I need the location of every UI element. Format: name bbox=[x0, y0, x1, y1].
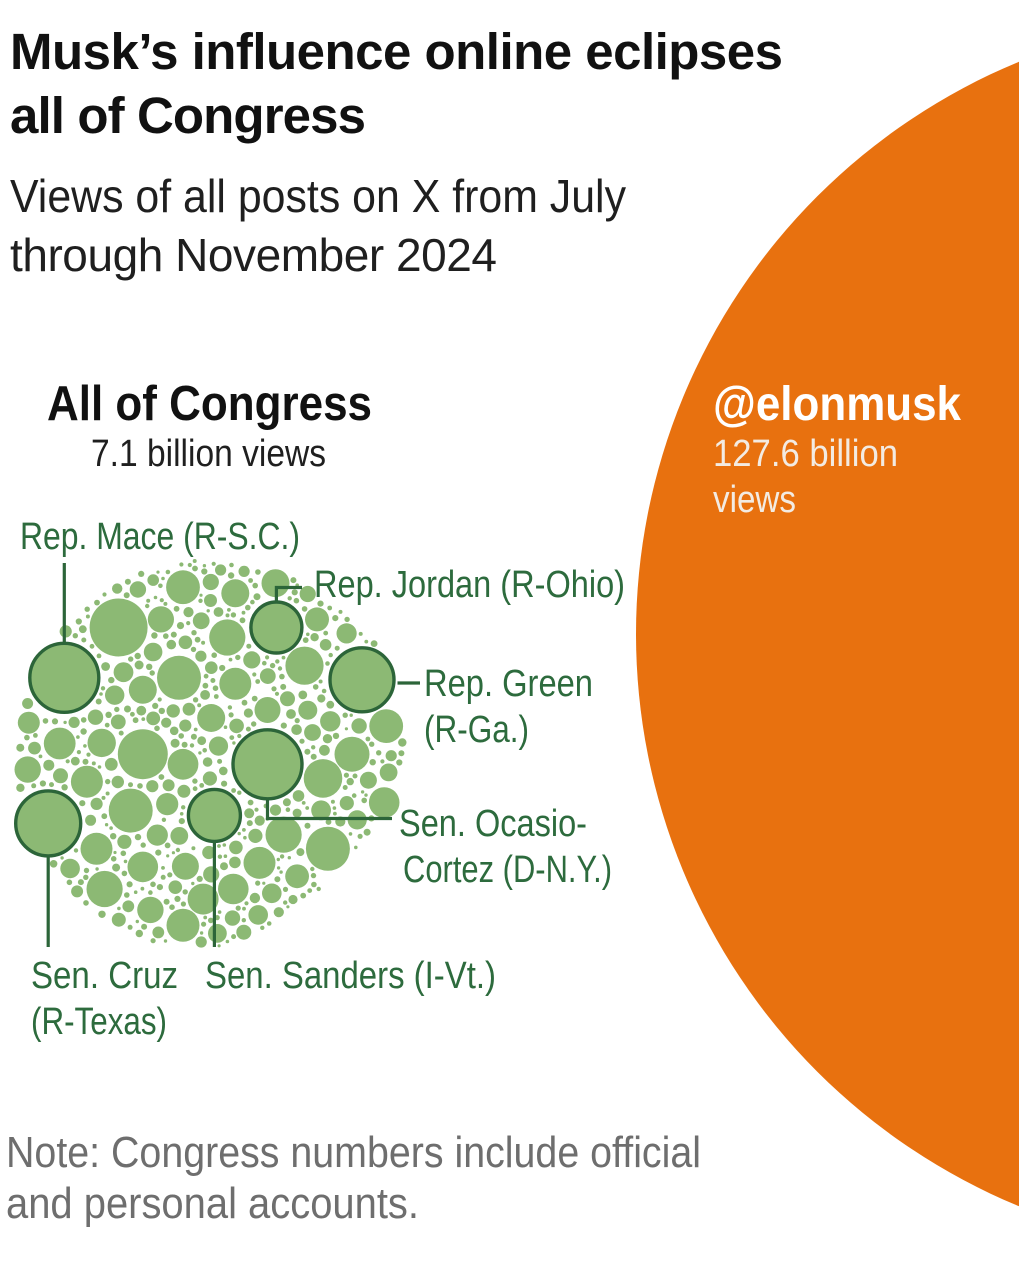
svg-text:Sen. Sanders (I-Vt.): Sen. Sanders (I-Vt.) bbox=[205, 955, 496, 997]
svg-text:All of Congress: All of Congress bbox=[47, 377, 372, 431]
svg-text:@elonmusk: @elonmusk bbox=[713, 378, 961, 431]
svg-text:Views of all posts on X from J: Views of all posts on X from July bbox=[10, 170, 626, 222]
svg-text:Rep. Mace (R-S.C.): Rep. Mace (R-S.C.) bbox=[20, 516, 300, 558]
svg-text:and personal accounts.: and personal accounts. bbox=[6, 1179, 419, 1228]
svg-text:Rep. Jordan (R-Ohio): Rep. Jordan (R-Ohio) bbox=[314, 564, 625, 606]
svg-text:Rep. Green: Rep. Green bbox=[424, 663, 593, 705]
svg-text:Cortez (D-N.Y.): Cortez (D-N.Y.) bbox=[403, 849, 612, 891]
svg-text:all of Congress: all of Congress bbox=[10, 87, 366, 144]
svg-text:Sen. Ocasio-: Sen. Ocasio- bbox=[399, 803, 587, 845]
svg-text:127.6 billion: 127.6 billion bbox=[713, 433, 898, 475]
svg-text:(R-Texas): (R-Texas) bbox=[31, 1001, 167, 1043]
svg-text:through November 2024: through November 2024 bbox=[10, 229, 497, 281]
svg-text:7.1 billion views: 7.1 billion views bbox=[91, 433, 326, 475]
svg-text:Musk’s influence online eclips: Musk’s influence online eclipses bbox=[10, 23, 783, 80]
svg-text:Note: Congress numbers include: Note: Congress numbers include official bbox=[6, 1128, 701, 1177]
svg-text:Sen. Cruz: Sen. Cruz bbox=[31, 955, 178, 997]
svg-text:(R-Ga.): (R-Ga.) bbox=[424, 709, 529, 751]
svg-text:views: views bbox=[713, 479, 796, 521]
